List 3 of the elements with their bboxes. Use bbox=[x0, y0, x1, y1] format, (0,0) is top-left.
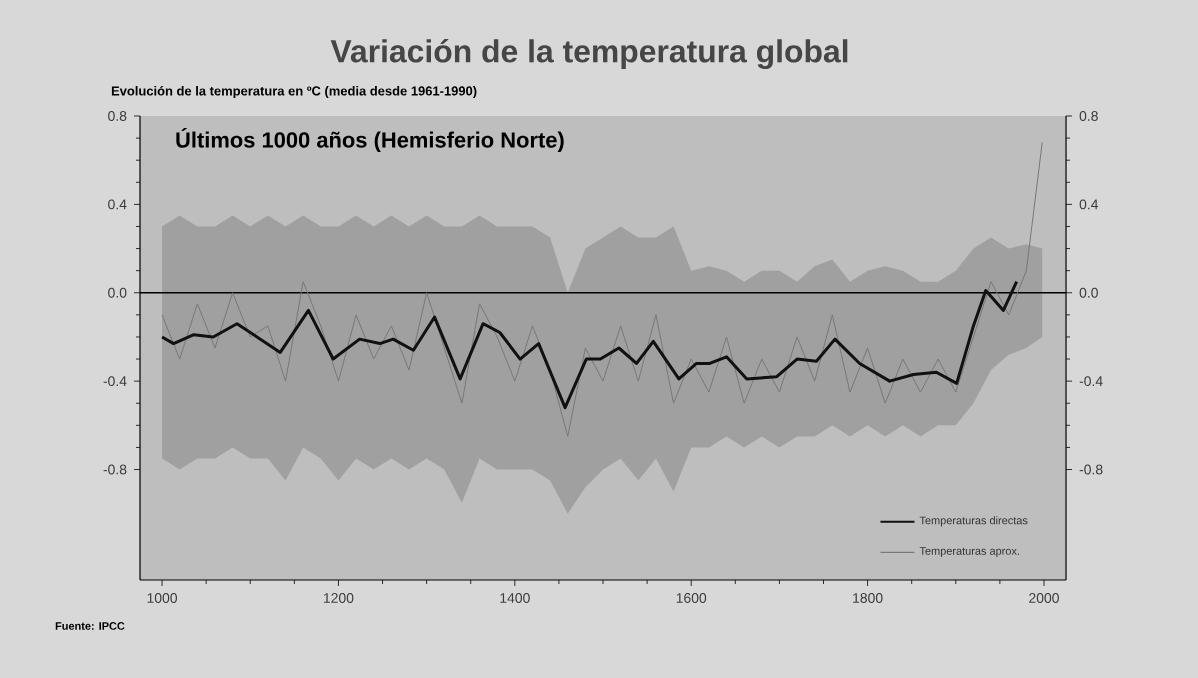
chart-title: Variación de la temperatura global bbox=[330, 38, 848, 70]
line-series bbox=[160, 280, 1019, 410]
annotation: Últimos 1000 años (Hemisferio Norte) bbox=[176, 128, 564, 152]
